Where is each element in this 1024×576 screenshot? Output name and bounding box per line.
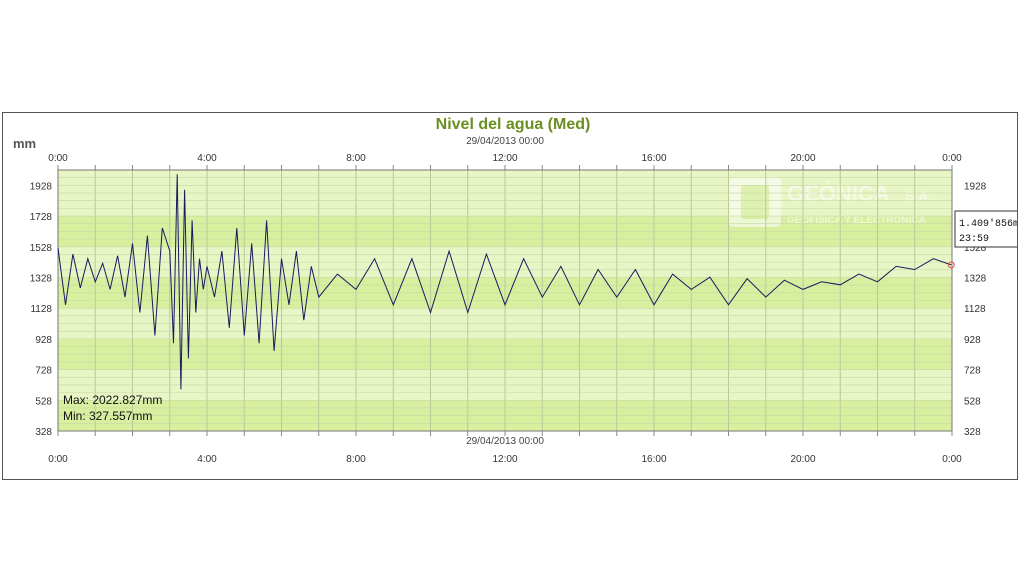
x-tick-label-top: 4:00 [197,153,217,164]
end-marker [947,261,955,269]
water-level-chart: GEÓNICA S.A. GEOFÍSICA Y ELECTRÓNICA 328… [13,116,1017,465]
logo-tagline: GEOFÍSICA Y ELECTRÓNICA [787,213,926,226]
y-tick-label: 328 [35,427,52,438]
y-tick-label-right: 1928 [964,181,987,192]
chart-frame: GEÓNICA S.A. GEOFÍSICA Y ELECTRÓNICA 328… [2,112,1018,480]
y-tick-label: 1328 [30,273,53,284]
logo-name: GEÓNICA [787,181,890,206]
y-tick-label-right: 328 [964,427,981,438]
y-tick-label: 928 [35,335,52,346]
y-unit-label: mm [13,136,36,151]
y-tick-label-right: 1528 [964,243,987,254]
series-line [57,174,952,390]
x-tick-label-top: 8:00 [346,153,366,164]
y-tick-label: 1928 [30,181,53,192]
y-tick-label-right: 728 [964,366,981,377]
y-tick-label: 1528 [30,243,53,254]
x-tick-label-bottom: 0:00 [942,454,962,465]
x-tick-label-bottom: 20:00 [790,454,815,465]
tooltip-box [954,210,1017,248]
value-tooltip: 1.409'856mm 23:59 [954,210,1017,248]
x-tick-label-bottom: 8:00 [346,454,366,465]
x-tick-label-top: 20:00 [790,153,815,164]
y-tick-label-right: 1328 [964,273,987,284]
y-tick-label: 528 [35,396,52,407]
tooltip-time: 23:59 [959,234,989,245]
x-tick-label-top: 16:00 [641,153,666,164]
min-label: Min: 327.557mm [63,409,152,423]
y-tick-label-right: 1128 [964,304,986,315]
tooltip-value: 1.409'856mm [959,218,1017,230]
y-tick-label: 1128 [30,304,52,315]
x-tick-label-bottom: 12:00 [492,454,517,465]
y-tick-label: 728 [35,366,52,377]
y-tick-label: 1728 [30,212,53,223]
x-tick-label-top: 0:00 [48,153,68,164]
x-tick-label-top: 12:00 [492,153,517,164]
logo-suffix: S.A. [905,188,932,204]
date-label-bottom: 29/04/2013 00:00 [466,436,544,447]
logo-mark-inner [741,185,769,219]
date-label-top: 29/04/2013 00:00 [466,136,544,147]
x-tick-label-bottom: 0:00 [48,454,68,465]
max-label: Max: 2022.827mm [63,393,162,407]
y-tick-label-right: 928 [964,335,981,346]
y-tick-label-right: 528 [964,396,981,407]
chart-title: Nivel del agua (Med) [436,116,591,133]
x-tick-label-bottom: 16:00 [641,454,666,465]
x-tick-label-top: 0:00 [942,153,962,164]
x-tick-label-bottom: 4:00 [197,454,217,465]
